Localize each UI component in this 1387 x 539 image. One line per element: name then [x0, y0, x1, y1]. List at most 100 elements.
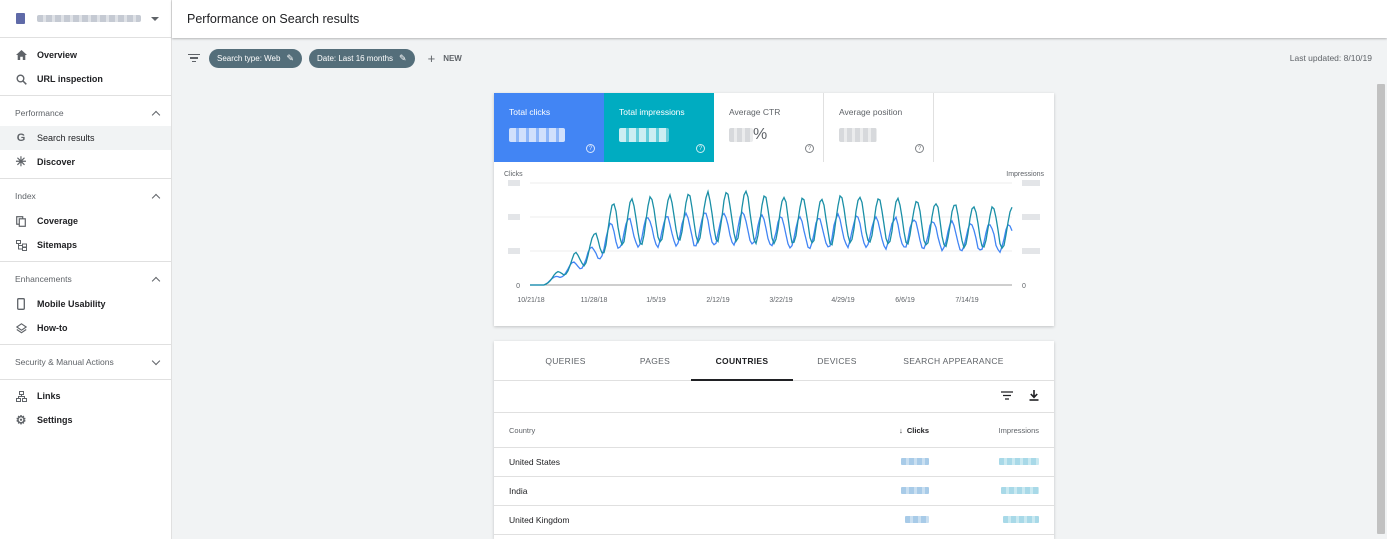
tab-queries[interactable]: QUERIES [545, 355, 586, 366]
sidebar-item-label: Search results [37, 133, 95, 143]
sidebar-item-label: Discover [37, 157, 76, 167]
help-icon[interactable]: ? [805, 144, 814, 153]
sidebar-item-label: Overview [37, 50, 78, 60]
sidebar-item-label: Settings [37, 415, 73, 425]
chevron-up-icon [151, 276, 161, 285]
total-clicks-metric[interactable]: Total clicks ? [494, 93, 604, 162]
impressions-series-line [530, 189, 1013, 286]
new-filter-button[interactable]: + NEW [428, 51, 462, 66]
left-tick-zero: 0 [516, 283, 520, 290]
help-icon[interactable]: ? [586, 144, 595, 153]
right-tick-zero: 0 [1022, 283, 1026, 290]
filter-rows-icon[interactable] [1001, 390, 1013, 403]
table-row[interactable]: India [494, 477, 1054, 506]
sidebar-item-label: Links [37, 391, 61, 401]
page-title: Performance on Search results [187, 12, 360, 26]
help-icon[interactable]: ? [696, 144, 705, 153]
column-header-clicks[interactable]: ↓ Clicks [869, 426, 949, 435]
download-icon[interactable] [1029, 389, 1039, 404]
main-scrollbar[interactable] [1375, 78, 1387, 539]
section-header-security[interactable]: Security & Manual Actions [0, 349, 171, 375]
property-selector[interactable] [0, 0, 171, 38]
total-impressions-metric[interactable]: Total impressions ? [604, 93, 714, 162]
sidebar-item-search-results[interactable]: G Search results [0, 126, 171, 150]
right-tick-label-blurred [1022, 214, 1040, 220]
table-row[interactable]: United Kingdom [494, 506, 1054, 535]
dimension-table-card: QUERIES PAGES COUNTRIES DEVICES SEARCH A… [494, 341, 1054, 539]
average-position-metric[interactable]: Average position ? [824, 93, 934, 162]
nav-section-security: Security & Manual Actions [0, 344, 171, 379]
nav-bottom: Links ⚙ Settings [0, 379, 171, 436]
country-cell: India [509, 486, 528, 496]
gear-icon: ⚙ [15, 413, 27, 427]
metric-label: Total clicks [509, 107, 551, 117]
impressions-cell-blurred [949, 486, 1039, 496]
sidebar-item-settings[interactable]: ⚙ Settings [0, 408, 171, 432]
left-tick-label-blurred [508, 248, 520, 254]
section-header-index[interactable]: Index [0, 183, 171, 209]
section-title: Security & Manual Actions [15, 357, 114, 367]
tab-devices[interactable]: DEVICES [817, 355, 857, 366]
phone-icon [15, 298, 27, 310]
sidebar-item-sitemaps[interactable]: Sitemaps [0, 233, 171, 257]
column-header-label: Clicks [906, 425, 929, 435]
tab-countries[interactable]: COUNTRIES [691, 341, 793, 381]
date-range-chip[interactable]: Date: Last 16 months ✎ [309, 48, 415, 68]
clicks-cell-blurred [869, 457, 949, 467]
nav-section-performance: Performance G Search results ✳ Discover [0, 95, 171, 178]
sidebar-item-label: URL inspection [37, 74, 103, 84]
section-title: Enhancements [15, 274, 72, 284]
filter-icon[interactable] [187, 54, 201, 62]
x-tick-label: 3/22/19 [769, 297, 792, 304]
performance-chart-card: Total clicks ? Total impressions ? Avera… [494, 93, 1054, 326]
caret-down-icon[interactable] [151, 16, 159, 21]
chip-label: Date: Last 16 months [317, 53, 394, 63]
right-tick-label-blurred [1022, 248, 1040, 254]
sidebar-item-label: Sitemaps [37, 240, 78, 250]
x-tick-label: 1/5/19 [646, 297, 666, 304]
right-tick-label-blurred [1022, 180, 1040, 186]
nav-top: Overview URL inspection [0, 38, 171, 95]
search-type-chip[interactable]: Search type: Web ✎ [209, 48, 302, 68]
metric-value-blurred [839, 126, 919, 144]
page-header: Performance on Search results [172, 0, 1387, 38]
help-icon[interactable]: ? [915, 144, 924, 153]
sidebar-item-coverage[interactable]: Coverage [0, 209, 171, 233]
x-tick-label: 11/28/18 [581, 297, 608, 304]
plus-icon: + [427, 50, 436, 66]
section-header-performance[interactable]: Performance [0, 100, 171, 126]
metric-label: Total impressions [619, 107, 685, 117]
edit-pencil-icon[interactable]: ✎ [399, 52, 407, 63]
metric-value-blurred: % [729, 126, 809, 144]
impressions-cell-blurred [949, 515, 1039, 525]
x-tick-label: 10/21/18 [517, 297, 544, 304]
clicks-cell-blurred [869, 486, 949, 496]
country-cell: United Kingdom [509, 515, 570, 525]
section-title: Index [15, 191, 36, 201]
sidebar-item-overview[interactable]: Overview [0, 43, 171, 67]
column-header-impressions[interactable]: Impressions [998, 425, 1039, 435]
sidebar-item-url-inspection[interactable]: URL inspection [0, 67, 171, 91]
sidebar-item-label: How-to [37, 323, 68, 333]
chip-label: Search type: Web [217, 53, 281, 63]
last-updated-text: Last updated: 8/10/19 [1289, 53, 1372, 63]
ctr-percent-sign: % [753, 126, 769, 143]
tab-search-appearance[interactable]: SEARCH APPEARANCE [903, 355, 1004, 366]
metric-label: Average CTR [729, 107, 781, 117]
sidebar-item-how-to[interactable]: How-to [0, 316, 171, 340]
left-tick-label-blurred [508, 214, 520, 220]
column-header-country[interactable]: Country [509, 425, 536, 435]
table-row[interactable]: United States [494, 448, 1054, 477]
average-ctr-metric[interactable]: Average CTR % ? [714, 93, 824, 162]
left-axis-label: Clicks [504, 171, 523, 178]
scrollbar-thumb[interactable] [1377, 84, 1385, 534]
tab-pages[interactable]: PAGES [639, 355, 671, 366]
sidebar-item-links[interactable]: Links [0, 384, 171, 408]
edit-pencil-icon[interactable]: ✎ [286, 52, 294, 63]
left-tick-label-blurred [508, 180, 520, 186]
metric-value-blurred [509, 126, 590, 144]
metric-value-blurred [619, 126, 700, 144]
sidebar-item-discover[interactable]: ✳ Discover [0, 150, 171, 174]
sidebar-item-mobile-usability[interactable]: Mobile Usability [0, 292, 171, 316]
section-header-enhancements[interactable]: Enhancements [0, 266, 171, 292]
